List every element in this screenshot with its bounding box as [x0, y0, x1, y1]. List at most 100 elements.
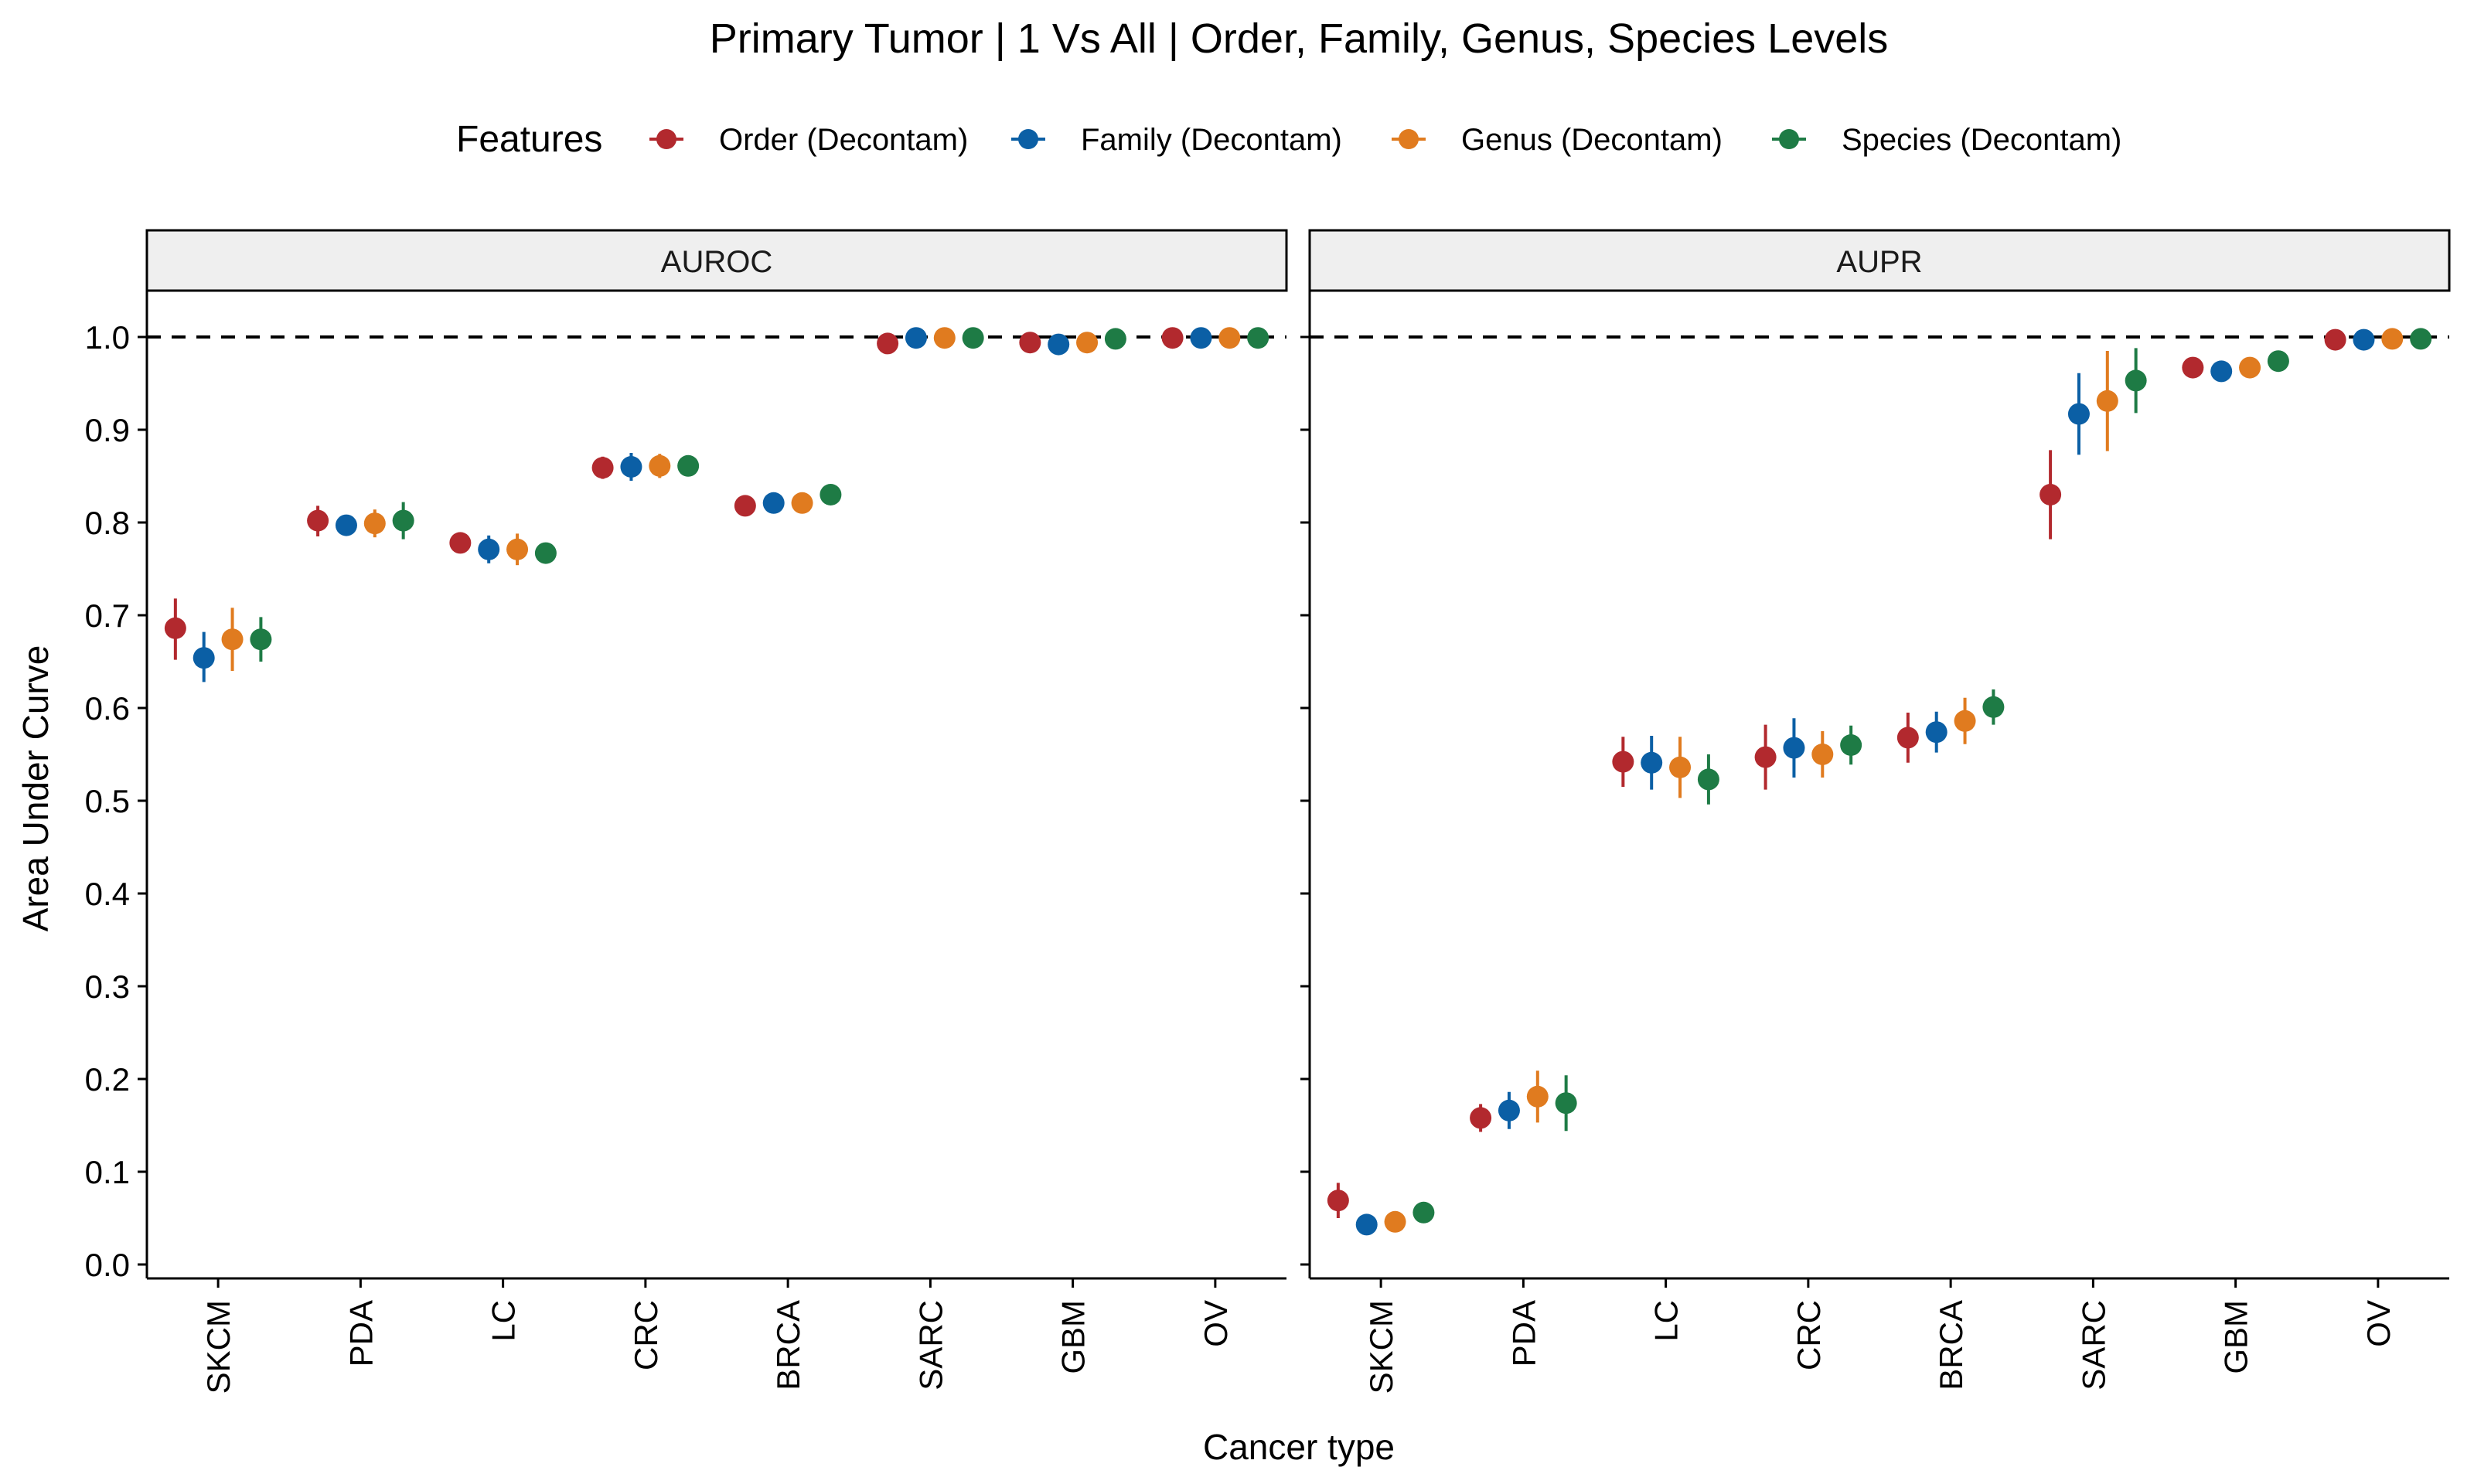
data-point: [1954, 710, 1976, 732]
data-point: [2239, 356, 2261, 379]
data-point: [1384, 1210, 1406, 1233]
data-point: [1896, 727, 1919, 749]
data-point: [591, 457, 614, 479]
data-point: [905, 327, 927, 349]
data-point: [1754, 746, 1777, 768]
data-point: [250, 628, 272, 651]
data-point: [791, 492, 813, 514]
data-point: [1104, 328, 1126, 350]
x-tick-label: SKCM: [1363, 1300, 1399, 1394]
legend-label: Species (Decontam): [1842, 123, 2121, 157]
x-tick-label: OV: [1198, 1300, 1234, 1347]
x-tick-label: SARC: [2075, 1300, 2111, 1390]
data-point: [392, 509, 414, 532]
data-point: [1048, 333, 1070, 356]
legend-key-point: [656, 129, 676, 149]
data-point: [677, 454, 700, 477]
data-point: [1982, 696, 2005, 718]
x-tick-label: GBM: [2218, 1300, 2254, 1374]
x-tick-label: BRCA: [770, 1300, 806, 1390]
y-axis-title: Area Under Curve: [15, 645, 56, 932]
panel-strip-label: AUROC: [661, 245, 772, 279]
data-point: [1641, 751, 1663, 774]
panels: AUROC 0.0 0.1 0.2 0.3 0.4 0.5 0.6 0.7 0.8 0.9 1.0 SK…: [85, 229, 2451, 1394]
data-point: [1355, 1213, 1378, 1236]
data-point: [1498, 1099, 1520, 1122]
data-point: [1218, 327, 1241, 349]
data-point: [1327, 1190, 1349, 1212]
panel-strip: [1308, 229, 2451, 292]
data-point: [2410, 328, 2432, 350]
legend-label: Genus (Decontam): [1461, 123, 1723, 157]
data-point: [1555, 1092, 1577, 1115]
data-point: [193, 647, 215, 669]
data-point: [2353, 328, 2375, 351]
x-tick-label: BRCA: [1933, 1300, 1969, 1390]
data-point: [1697, 768, 1719, 791]
data-point: [649, 454, 671, 477]
data-point: [820, 484, 842, 505]
data-point: [2040, 484, 2062, 505]
y-tick-label: 0.7: [85, 597, 130, 634]
data-point: [1076, 332, 1099, 354]
x-tick-label: LC: [486, 1300, 522, 1342]
y-tick-label: 0.6: [85, 690, 130, 727]
data-point: [1161, 327, 1184, 349]
data-point: [2096, 390, 2118, 412]
panel-strip: [145, 229, 1288, 292]
data-point: [534, 542, 557, 564]
y-tick-label: 0.0: [85, 1247, 130, 1283]
x-tick-label: PDA: [342, 1300, 379, 1367]
panel-strip-label: AUPR: [1836, 245, 1922, 279]
data-point: [734, 495, 756, 517]
data-point: [221, 628, 244, 651]
y-tick-label: 0.4: [85, 876, 130, 912]
data-point: [2381, 328, 2404, 350]
data-point: [1470, 1107, 1492, 1129]
data-point: [620, 456, 642, 478]
legend-key-point: [1018, 129, 1038, 149]
data-point: [2125, 369, 2147, 392]
data-point: [2324, 328, 2346, 351]
y-tick-label: 0.1: [85, 1154, 130, 1190]
y-tick-label: 1.0: [85, 319, 130, 356]
y-tick-label: 0.2: [85, 1061, 130, 1098]
x-tick-label: SARC: [912, 1300, 949, 1390]
data-point: [1612, 751, 1634, 773]
y-tick-label: 0.3: [85, 968, 130, 1005]
data-point: [2267, 350, 2289, 373]
x-tick-label: CRC: [628, 1300, 664, 1370]
x-tick-label: OV: [2360, 1300, 2397, 1347]
data-point: [478, 538, 500, 560]
legend: Features Order (Decontam) Family (Deconta…: [456, 119, 2121, 160]
data-point: [363, 512, 386, 535]
data-point: [1925, 721, 1948, 744]
legend-label: Order (Decontam): [719, 123, 968, 157]
legend-key-point: [1399, 129, 1419, 149]
data-point: [1783, 737, 1805, 759]
x-tick-label: CRC: [1791, 1300, 1827, 1370]
data-point: [449, 532, 472, 554]
x-tick-label: LC: [1648, 1300, 1685, 1342]
data-point: [1669, 756, 1692, 778]
legend-label: Family (Decontam): [1081, 123, 1342, 157]
data-point: [877, 332, 899, 355]
chart-title: Primary Tumor | 1 Vs All | Order, Family…: [710, 15, 1889, 62]
data-point: [2067, 403, 2090, 425]
data-point: [1526, 1085, 1549, 1108]
panel-auroc: AUROC 0.0 0.1 0.2 0.3 0.4 0.5 0.6 0.7 0.8 0.9 1.0 SK…: [85, 229, 1288, 1394]
data-point: [1811, 744, 1834, 765]
data-point: [1412, 1201, 1435, 1224]
data-point: [933, 327, 956, 349]
data-point: [335, 514, 357, 536]
data-point: [1247, 327, 1269, 349]
x-axis-title: Cancer type: [1203, 1427, 1395, 1467]
legend-key-point: [1779, 129, 1799, 149]
data-point: [164, 617, 186, 639]
data-point: [2182, 356, 2204, 379]
y-tick-label: 0.8: [85, 505, 130, 541]
panel-aupr: AUPR SKCM PDA LC CRC BRCA SARC GBM OV: [1300, 229, 2451, 1394]
data-point: [1019, 332, 1041, 354]
data-point: [1190, 327, 1212, 349]
